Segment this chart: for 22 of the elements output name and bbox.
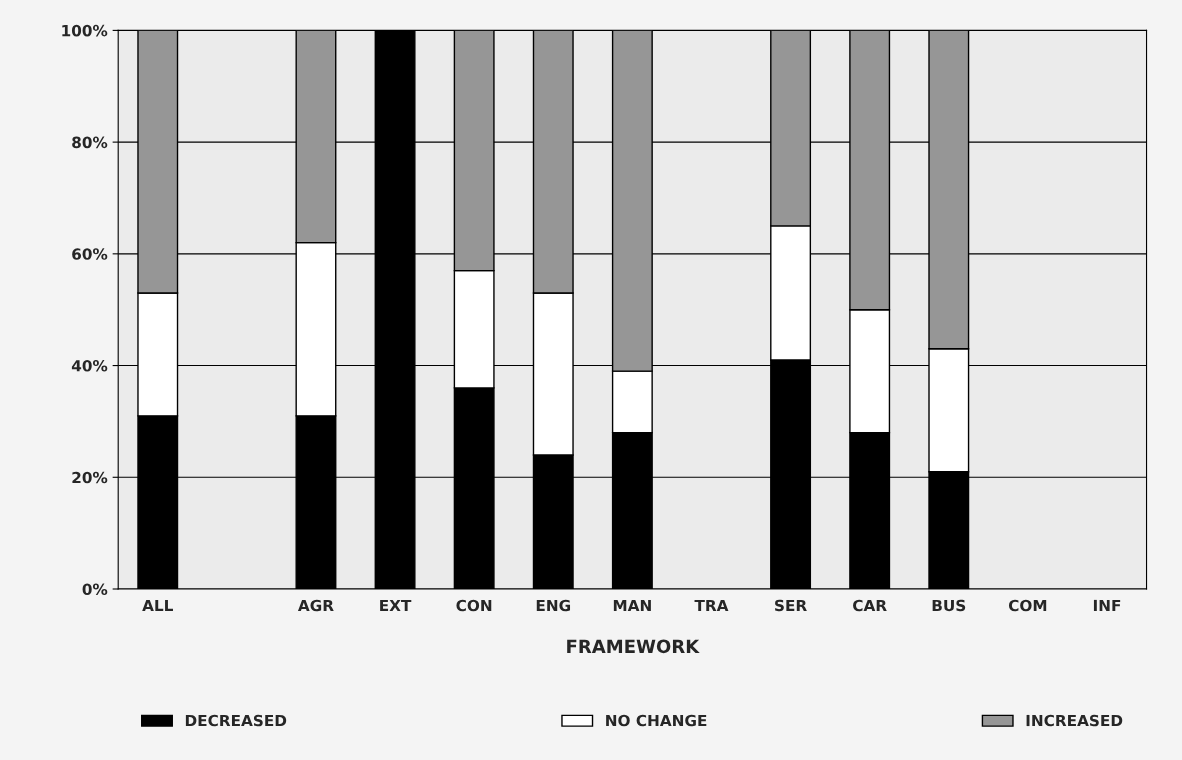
- x-tick-label: MAN: [613, 599, 651, 612]
- x-tick-label: CON: [456, 599, 492, 612]
- x-tick-label: CAR: [853, 599, 887, 612]
- y-tick-label: 40%: [71, 360, 108, 372]
- y-tick-label: 80%: [72, 136, 108, 149]
- x-tick-label: ENG: [536, 599, 571, 612]
- x-tick-label: BUS: [932, 599, 966, 612]
- y-tick-label: 0%: [82, 583, 108, 596]
- y-tick-label: 20%: [72, 471, 108, 484]
- x-tick-label: INF: [1093, 599, 1121, 612]
- legend-label: NO CHANGE: [606, 714, 707, 727]
- x-tick-label: SER: [775, 599, 807, 612]
- x-tick-label: EXT: [380, 599, 412, 612]
- legend-label: DECREASED: [185, 714, 287, 727]
- legend-label: INCREASED: [1026, 714, 1123, 727]
- x-tick-label: AGR: [297, 599, 334, 612]
- x-tick-label: TRA: [694, 599, 729, 612]
- y-tick-label: 100%: [62, 24, 108, 37]
- x-axis-title: FRAMEWORK: [567, 639, 700, 654]
- x-tick-label: ALL: [142, 599, 173, 612]
- y-tick-label: 60%: [72, 248, 108, 260]
- x-tick-label: COM: [1008, 599, 1047, 612]
